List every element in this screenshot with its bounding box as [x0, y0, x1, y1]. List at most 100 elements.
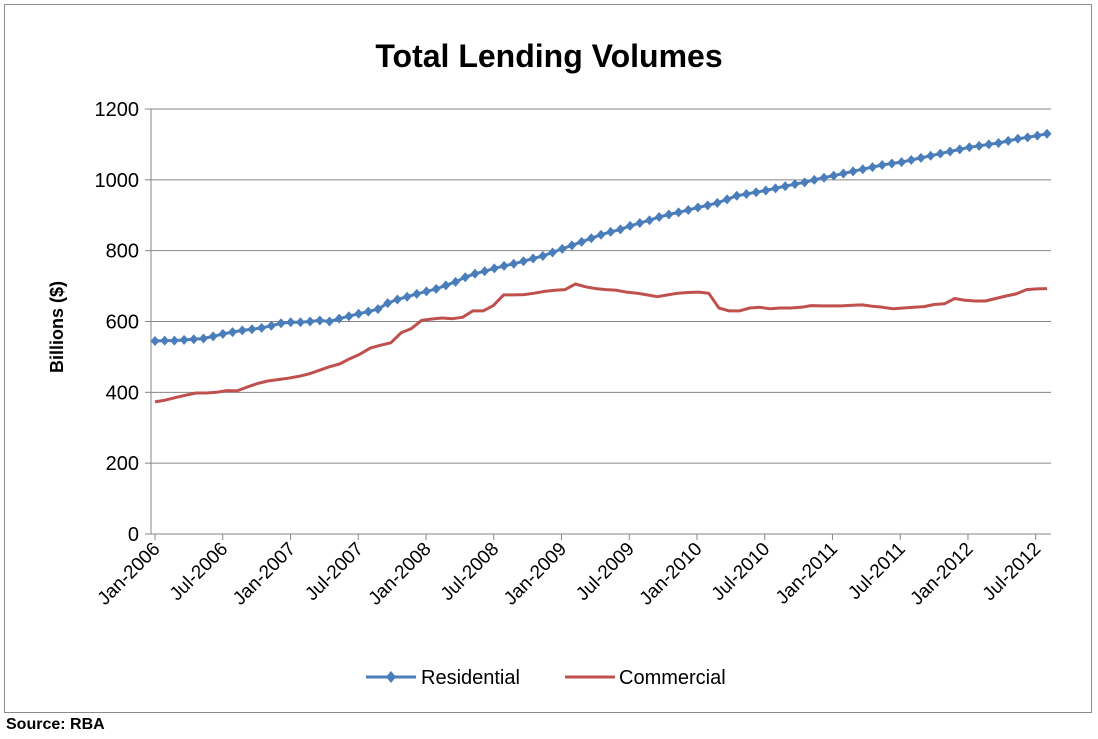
data-point-residential-73 [858, 164, 868, 175]
x-tick-label-3: Jul-2007 [301, 539, 367, 605]
source-note: Source: RBA [6, 716, 105, 733]
x-tick-label-5: Jul-2008 [437, 539, 503, 605]
data-point-residential-34 [480, 266, 490, 277]
data-point-residential-83 [955, 144, 965, 155]
legend: Residential Commercial [366, 667, 726, 689]
data-point-residential-71 [838, 168, 848, 179]
data-point-residential-26 [402, 291, 412, 302]
x-tick-label-1: Jul-2006 [166, 539, 232, 605]
data-point-residential-75 [877, 159, 887, 170]
y-tick-label-600: 600 [106, 312, 139, 334]
data-point-residential-58 [712, 197, 722, 208]
data-point-residential-6 [208, 331, 218, 342]
data-point-residential-13 [276, 318, 286, 329]
data-point-residential-38 [518, 256, 528, 267]
data-point-residential-61 [741, 189, 751, 199]
line-chart: Total Lending Volumes Billions ($) 0 200 4… [47, 38, 1052, 689]
x-tick-label-12: Jan-2012 [907, 539, 978, 610]
data-point-residential-23 [373, 304, 383, 315]
data-point-residential-87 [994, 138, 1004, 148]
data-point-residential-42 [557, 243, 567, 254]
data-point-residential-30 [441, 280, 451, 291]
x-tick-label-0: Jan-2006 [94, 539, 165, 610]
data-point-residential-21 [354, 308, 364, 319]
data-point-residential-54 [674, 207, 684, 218]
y-tick-label-0: 0 [128, 524, 139, 546]
data-point-residential-92 [1042, 128, 1052, 139]
data-point-residential-3 [179, 334, 189, 345]
data-point-residential-2 [169, 335, 179, 346]
data-point-residential-62 [751, 187, 761, 198]
x-tick-label-11: Jul-2011 [844, 539, 909, 604]
data-point-residential-41 [548, 247, 558, 258]
data-point-residential-10 [247, 324, 257, 335]
data-point-residential-48 [615, 224, 625, 235]
data-point-residential-53 [664, 209, 674, 220]
data-point-residential-17 [315, 315, 325, 326]
x-tick-label-2: Jan-2007 [229, 539, 300, 610]
data-point-residential-57 [703, 200, 713, 211]
data-point-residential-5 [198, 333, 208, 344]
y-tick-label-1200: 1200 [95, 99, 140, 121]
data-point-residential-33 [470, 268, 480, 279]
data-point-residential-20 [344, 311, 354, 322]
data-point-residential-56 [693, 202, 703, 213]
data-point-residential-1 [160, 335, 170, 346]
data-point-residential-72 [848, 166, 858, 177]
data-point-residential-63 [761, 185, 771, 196]
data-point-residential-78 [906, 155, 916, 165]
data-point-residential-60 [732, 190, 742, 201]
data-point-residential-65 [780, 181, 790, 192]
y-tick-label-200: 200 [106, 453, 139, 475]
data-point-residential-46 [596, 229, 606, 240]
data-point-residential-49 [625, 220, 635, 231]
data-point-residential-36 [499, 260, 509, 271]
chart-frame: Total Lending Volumes Billions ($) 0 200 4… [4, 4, 1092, 713]
data-point-residential-51 [644, 215, 654, 226]
x-tick-label-6: Jan-2009 [500, 539, 571, 610]
data-point-residential-43 [567, 240, 577, 251]
x-tick-label-8: Jan-2010 [636, 539, 707, 610]
data-point-residential-47 [606, 226, 616, 237]
data-point-residential-84 [964, 142, 974, 153]
data-point-residential-69 [819, 172, 829, 183]
data-point-residential-86 [984, 139, 994, 150]
data-point-residential-0 [150, 335, 160, 346]
data-point-residential-64 [771, 183, 781, 194]
y-tick-label-800: 800 [106, 241, 139, 263]
data-point-residential-74 [867, 162, 877, 173]
data-point-residential-19 [334, 313, 344, 324]
data-point-residential-68 [809, 174, 819, 185]
data-point-residential-22 [363, 306, 373, 317]
data-point-residential-29 [431, 283, 441, 294]
data-point-residential-32 [460, 272, 470, 283]
data-point-residential-76 [887, 158, 897, 169]
data-point-residential-7 [218, 328, 228, 339]
x-tick-label-9: Jul-2010 [708, 539, 774, 605]
legend-label-commercial: Commercial [619, 667, 726, 689]
data-point-residential-16 [305, 316, 315, 327]
data-point-residential-37 [509, 258, 519, 269]
data-point-residential-31 [451, 276, 461, 287]
data-point-residential-39 [528, 253, 538, 264]
data-point-residential-25 [392, 294, 402, 305]
legend-label-residential: Residential [421, 667, 520, 689]
legend-marker-residential [386, 671, 396, 683]
data-point-residential-35 [489, 263, 499, 274]
data-point-residential-66 [790, 179, 800, 190]
data-point-residential-77 [897, 157, 907, 168]
y-tick-label-1000: 1000 [95, 170, 140, 192]
data-point-residential-27 [412, 288, 422, 299]
data-point-residential-15 [295, 317, 305, 328]
data-point-residential-85 [974, 140, 984, 151]
data-point-residential-44 [577, 236, 587, 247]
data-point-residential-70 [829, 170, 839, 181]
data-point-residential-81 [935, 148, 945, 159]
x-tick-label-7: Jul-2009 [572, 539, 638, 605]
data-point-residential-80 [926, 150, 936, 161]
data-point-residential-59 [722, 194, 732, 205]
data-point-residential-28 [421, 286, 431, 297]
data-point-residential-82 [945, 146, 955, 157]
data-point-residential-40 [538, 250, 548, 261]
